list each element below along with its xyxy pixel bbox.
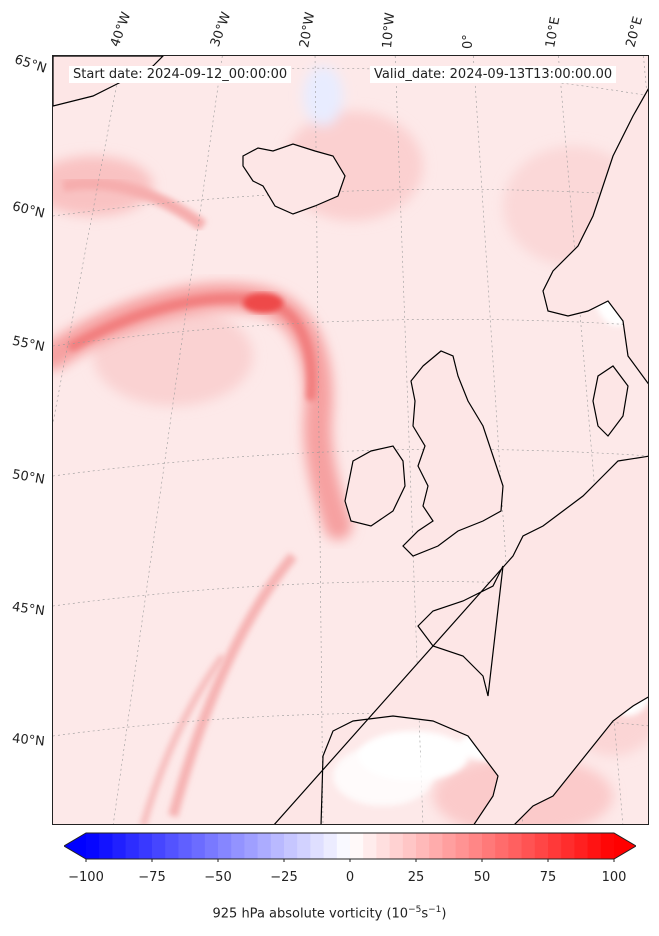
norway-coast — [542, 88, 648, 385]
colorbar-segment — [99, 833, 113, 859]
colorbar — [64, 832, 636, 862]
colorbar-segment — [600, 833, 615, 859]
colorbar-tick-label: −50 — [204, 870, 232, 885]
colorbar-segment — [218, 833, 232, 859]
colorbar-segment — [442, 833, 457, 859]
lat-label-50n: 50°N — [10, 467, 46, 488]
colorbar-segment — [244, 833, 259, 859]
lat-label-40n: 40°N — [11, 731, 46, 750]
lon-label-10e: 10°E — [543, 15, 564, 49]
colorbar-label-exp2: −1 — [428, 905, 442, 915]
lon-label-10w: 10°W — [380, 11, 399, 49]
colorbar-segment — [310, 833, 325, 859]
colorbar-segment — [455, 833, 470, 859]
colorbar-segment — [165, 833, 179, 859]
lon-label-30w: 30°W — [207, 10, 235, 49]
colorbar-segment — [336, 833, 351, 859]
colorbar-label-end: ) — [441, 906, 447, 922]
vorticity-map — [53, 56, 648, 824]
colorbar-segment — [416, 833, 430, 859]
colorbar-segment — [468, 833, 483, 859]
colorbar-segment — [548, 833, 562, 859]
colorbar-label-exp1: −5 — [408, 905, 422, 915]
colorbar-segment — [495, 833, 509, 859]
colorbar-segment — [363, 833, 377, 859]
colorbar-label-main: 925 hPa absolute vorticity (10 — [212, 906, 409, 922]
lat-label-60n: 60°N — [10, 199, 47, 222]
colorbar-segment — [270, 833, 285, 859]
lat-label-65n: 65°N — [12, 52, 49, 77]
valid-date-label: Valid_date: 2024-09-13T13:00:00.00 — [370, 66, 617, 83]
colorbar-segment — [178, 833, 193, 859]
start-date-label: Start date: 2024-09-12_00:00:00 — [69, 66, 292, 83]
colorbar-segment — [231, 833, 245, 859]
colorbar-segment — [284, 833, 298, 859]
colorbar-tick-label: −75 — [138, 870, 166, 885]
colorbar-segment — [402, 833, 417, 859]
colorbar-tick-label: 0 — [345, 870, 355, 885]
colorbar-label: 925 hPa absolute vorticity (10−5s−1) — [0, 905, 659, 921]
colorbar-extend-max — [614, 833, 636, 859]
lon-label-40w: 40°W — [107, 10, 135, 49]
iceland-coast — [242, 143, 346, 215]
colorbar-segment — [138, 833, 153, 859]
colorbar-segment — [508, 833, 523, 859]
continental-europe-coast — [273, 455, 648, 824]
lon-label-20w: 20°W — [297, 11, 319, 50]
iberia-shading — [333, 746, 433, 806]
colorbar-tick-label: 50 — [473, 870, 491, 885]
colorbar-segment — [350, 833, 364, 859]
colorbar-segment — [376, 833, 391, 859]
colorbar-segment — [389, 833, 404, 859]
colorbar-tick-label: 75 — [539, 870, 557, 885]
colorbar-segment — [323, 833, 338, 859]
colorbar-extend-min — [64, 833, 86, 859]
colorbar-segment — [152, 833, 166, 859]
colorbar-segment — [574, 833, 589, 859]
vorticity-band — [53, 177, 352, 824]
lat-label-45n: 45°N — [11, 599, 46, 620]
colorbar-segment — [112, 833, 127, 859]
colorbar-segment — [86, 833, 100, 859]
colorbar-segment — [561, 833, 575, 859]
colorbar-segment — [429, 833, 443, 859]
colorbar-segment — [191, 833, 206, 859]
lon-label-20e: 20°E — [623, 14, 647, 50]
ireland-coast — [344, 445, 406, 527]
colorbar-segment — [482, 833, 496, 859]
lon-label-0: 0° — [461, 34, 476, 49]
colorbar-label-mid: s — [421, 906, 429, 922]
colorbar-tick-label: −100 — [68, 870, 104, 885]
colorbar-segment — [521, 833, 536, 859]
lat-label-55n: 55°N — [10, 333, 46, 356]
colorbar-segment — [257, 833, 272, 859]
colorbar-tick-label: 25 — [407, 870, 425, 885]
colorbar-segment — [125, 833, 140, 859]
colorbar-segment — [587, 833, 602, 859]
colorbar-tick-label: −25 — [270, 870, 298, 885]
colorbar-segment — [534, 833, 549, 859]
denmark-coast — [592, 365, 629, 437]
colorbar-segment — [297, 833, 311, 859]
great-britain-coast — [402, 350, 504, 557]
coastlines — [53, 56, 648, 824]
colorbar-segment — [204, 833, 219, 859]
map-panel — [52, 55, 649, 825]
colorbar-tick-label: 100 — [601, 870, 627, 885]
